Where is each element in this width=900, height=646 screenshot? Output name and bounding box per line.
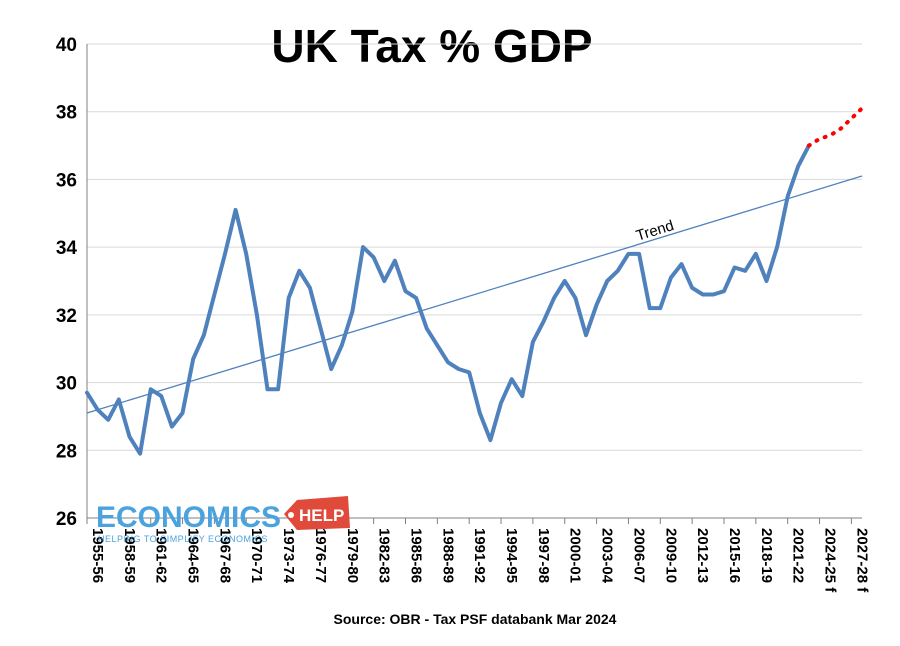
help-tag-hole	[288, 512, 294, 518]
y-tick-label: 30	[56, 374, 77, 395]
x-tick-label: 2018-19	[758, 528, 775, 583]
x-tick-label: 1964-65	[185, 528, 202, 583]
x-tick-label: 1991-92	[471, 528, 488, 583]
chart-source: Source: OBR - Tax PSF databank Mar 2024	[334, 611, 617, 627]
x-tick-label: 1985-86	[407, 528, 424, 583]
series-line-tax-gdp	[85, 143, 811, 456]
x-tick-label: 2015-16	[726, 528, 743, 583]
economics-help-logo: ECONOMICS HELP HELPING TO SIMPLIFY ECONO…	[96, 496, 350, 544]
y-axis-ticks: 26 28 30 32 34 36 38 40	[56, 35, 78, 530]
x-tick-label: 1982-83	[376, 528, 393, 583]
x-axis-ticks: 1955-56 1958-59 1961-62 1964-65 1967-68 1970-…	[86, 518, 870, 593]
help-tag-shape	[284, 496, 350, 530]
x-tick-label: 1997-98	[535, 528, 552, 583]
y-tick-label: 28	[56, 441, 77, 462]
x-tick-label: 2000-01	[567, 528, 584, 583]
y-tick-label: 40	[56, 35, 77, 56]
x-tick-label: 2009-10	[662, 528, 679, 583]
x-tick-label: 1994-95	[503, 528, 520, 583]
y-tick-label: 36	[56, 170, 77, 191]
x-tick-label: 1979-80	[344, 528, 361, 583]
x-tick-label: 1958-59	[121, 528, 138, 583]
x-tick-label: 1988-89	[439, 528, 456, 583]
x-tick-label: 2006-07	[630, 528, 647, 583]
x-tick-label: 2012-13	[694, 528, 711, 583]
x-tick-label: 2021-22	[790, 528, 807, 583]
y-tick-label: 34	[56, 238, 78, 259]
y-tick-label: 38	[56, 103, 77, 124]
x-tick-label: 1973-74	[280, 528, 297, 584]
x-tick-label: 1976-77	[312, 528, 329, 583]
x-tick-label: 1970-71	[248, 528, 265, 583]
logo-name: ECONOMICS	[96, 501, 281, 534]
trend-line	[86, 175, 863, 414]
x-tick-label: 2024-25 f	[822, 528, 839, 593]
x-tick-label: 1961-62	[153, 528, 170, 583]
x-tick-label: 1955-56	[89, 528, 106, 583]
x-tick-label: 2027-28 f	[853, 528, 870, 593]
chart-title: UK Tax % GDP	[271, 20, 592, 72]
y-tick-label: 26	[56, 509, 77, 530]
x-tick-label: 2003-04	[599, 528, 616, 584]
logo-tagline: HELPING TO SIMPLIFY ECONOMICS	[98, 534, 268, 544]
logo-badge: HELP	[299, 506, 344, 525]
x-tick-label: 1967-68	[216, 528, 233, 583]
y-tick-label: 32	[56, 306, 77, 327]
grid-lines	[87, 43, 862, 451]
trend-label: Trend	[634, 217, 676, 245]
series-line-forecast	[806, 106, 864, 148]
